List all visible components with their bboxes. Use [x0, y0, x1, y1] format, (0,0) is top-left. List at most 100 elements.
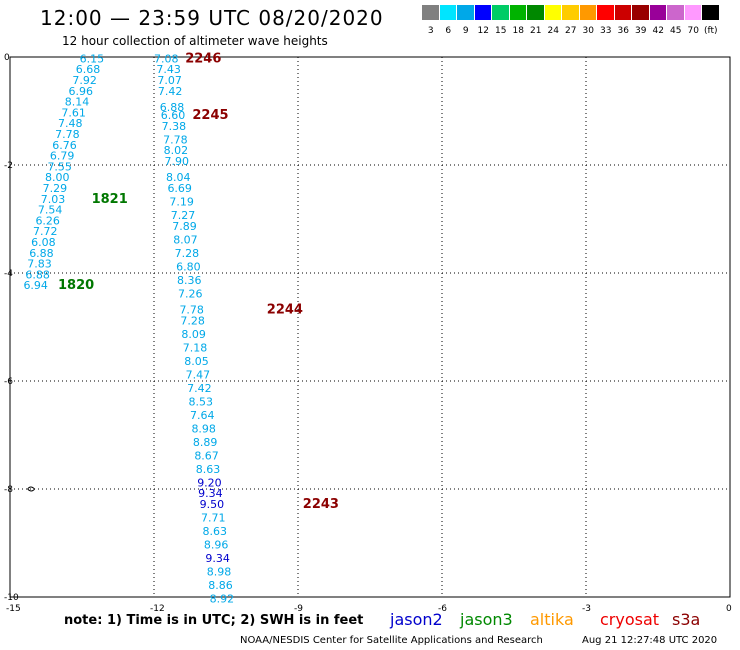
color-swatch [579, 5, 597, 20]
color-swatch [527, 5, 545, 20]
wave-height-value: 7.19 [169, 196, 194, 209]
wave-height-value: 7.78 [179, 304, 204, 317]
wave-height-value: 9.34 [205, 552, 230, 565]
x-tick-label: -9 [294, 604, 303, 614]
y-tick-label: -4 [4, 269, 13, 279]
color-scale-label: 39 [635, 26, 647, 36]
x-tick-label: 0 [726, 604, 732, 614]
wave-height-value: 7.08 [154, 52, 179, 65]
units-note: note: 1) Time is in UTC; 2) SWH is in fe… [64, 613, 364, 628]
wave-height-value: 8.02 [164, 144, 189, 157]
wave-height-value: 9.34 [198, 487, 223, 500]
color-scale-label: 33 [600, 26, 612, 36]
color-swatch [649, 5, 667, 20]
map-frame [9, 56, 731, 598]
color-swatch [614, 5, 632, 20]
wave-height-value: 6.69 [167, 182, 192, 195]
satellite-s3a: s3a [672, 610, 701, 629]
wave-height-value: 6.88 [25, 268, 50, 281]
wave-height-value: 9.20 [197, 476, 222, 489]
color-swatch [439, 5, 457, 20]
color-scale-label: 70 [687, 26, 699, 36]
wave-height-value: 6.88 [29, 247, 54, 260]
wave-height-value: 7.92 [72, 74, 97, 87]
wave-height-value: 6.76 [52, 139, 77, 152]
color-swatch [632, 5, 650, 20]
wave-height-value: 7.26 [178, 287, 203, 300]
color-swatch [492, 5, 510, 20]
page-subtitle: 12 hour collection of altimeter wave hei… [62, 34, 328, 48]
satellite-altika: altika [530, 610, 574, 629]
pass-time-label: 2246 [185, 51, 221, 66]
color-scale-label: 27 [565, 26, 577, 36]
wave-height-value: 7.42 [187, 382, 212, 395]
wave-height-value: 6.60 [161, 109, 186, 122]
wave-height-value: 8.98 [191, 422, 216, 435]
color-swatch [457, 5, 475, 20]
color-scale-label: 36 [617, 26, 629, 36]
pass-time-label: 2245 [192, 108, 228, 123]
wave-height-value: 7.83 [27, 258, 51, 271]
wave-height-value: 8.63 [202, 525, 227, 538]
wave-height-value: 7.18 [183, 341, 208, 354]
wave-height-value: 8.67 [194, 449, 219, 462]
color-scale-label: 12 [477, 26, 489, 36]
wave-height-value: 7.89 [172, 220, 197, 233]
color-scale-label: 15 [495, 26, 507, 36]
wave-height-value: 7.78 [55, 128, 79, 141]
y-tick-label: -6 [4, 377, 13, 387]
pass-time-label: 2243 [303, 497, 339, 512]
generated-timestamp: Aug 21 12:27:48 UTC 2020 [582, 635, 718, 646]
wave-height-value: 7.42 [158, 85, 183, 98]
wave-height-value: 6.15 [80, 52, 105, 65]
wave-height-value: 7.27 [171, 209, 196, 222]
wave-height-value: 7.54 [38, 204, 63, 217]
wave-height-value: 8.96 [204, 538, 229, 551]
wave-height-value: 7.03 [41, 193, 66, 206]
wave-height-value: 8.04 [166, 171, 191, 184]
wave-height-value: 8.63 [196, 463, 221, 476]
color-swatch [474, 5, 492, 20]
wave-height-value: 9.50 [200, 498, 225, 511]
wave-height-value: 6.80 [176, 260, 201, 273]
color-scale-label: 24 [547, 26, 559, 36]
wave-height-value: 7.61 [61, 106, 86, 119]
wave-height-value: 8.53 [189, 395, 214, 408]
color-swatch [422, 5, 440, 20]
wave-height-value: 7.64 [190, 409, 215, 422]
x-tick-label: -6 [438, 604, 447, 614]
wave-height-value: 7.29 [43, 182, 68, 195]
wave-height-value: 7.43 [156, 63, 181, 76]
satellite-jason2: jason2 [390, 610, 443, 629]
y-tick-label: -10 [4, 593, 19, 603]
color-scale-label: 42 [652, 26, 664, 36]
wave-height-value: 7.47 [186, 368, 211, 381]
wave-height-value: 6.79 [50, 150, 74, 163]
color-swatch [667, 5, 685, 20]
pass-time-label: 1820 [58, 278, 94, 293]
wave-height-value: 8.05 [184, 355, 209, 368]
color-scale-label: 9 [462, 26, 469, 36]
color-scale-label: 18 [512, 26, 524, 36]
x-tick-label: -15 [6, 604, 21, 614]
color-scale-label: 45 [670, 26, 682, 36]
x-tick-label: -3 [582, 604, 591, 614]
wave-height-value: 7.38 [162, 120, 187, 133]
wave-height-value: 8.09 [181, 328, 206, 341]
y-tick-label: -8 [4, 485, 13, 495]
color-swatch [702, 5, 720, 20]
color-swatch [544, 5, 562, 20]
color-scale-label: (ft) [703, 26, 718, 36]
coast-marker [27, 486, 36, 492]
wave-height-value: 7.71 [201, 511, 226, 524]
satellite-cryosat: cryosat [600, 610, 660, 629]
wave-height-value: 6.88 [160, 101, 185, 114]
page-title: 12:00 — 23:59 UTC 08/20/2020 [40, 6, 384, 30]
y-tick-label: -2 [4, 161, 13, 171]
color-swatch [509, 5, 527, 20]
wave-height-value: 7.90 [165, 155, 190, 168]
x-tick-label: -12 [150, 604, 165, 614]
color-swatch [562, 5, 580, 20]
wave-height-value: 6.94 [23, 279, 48, 292]
